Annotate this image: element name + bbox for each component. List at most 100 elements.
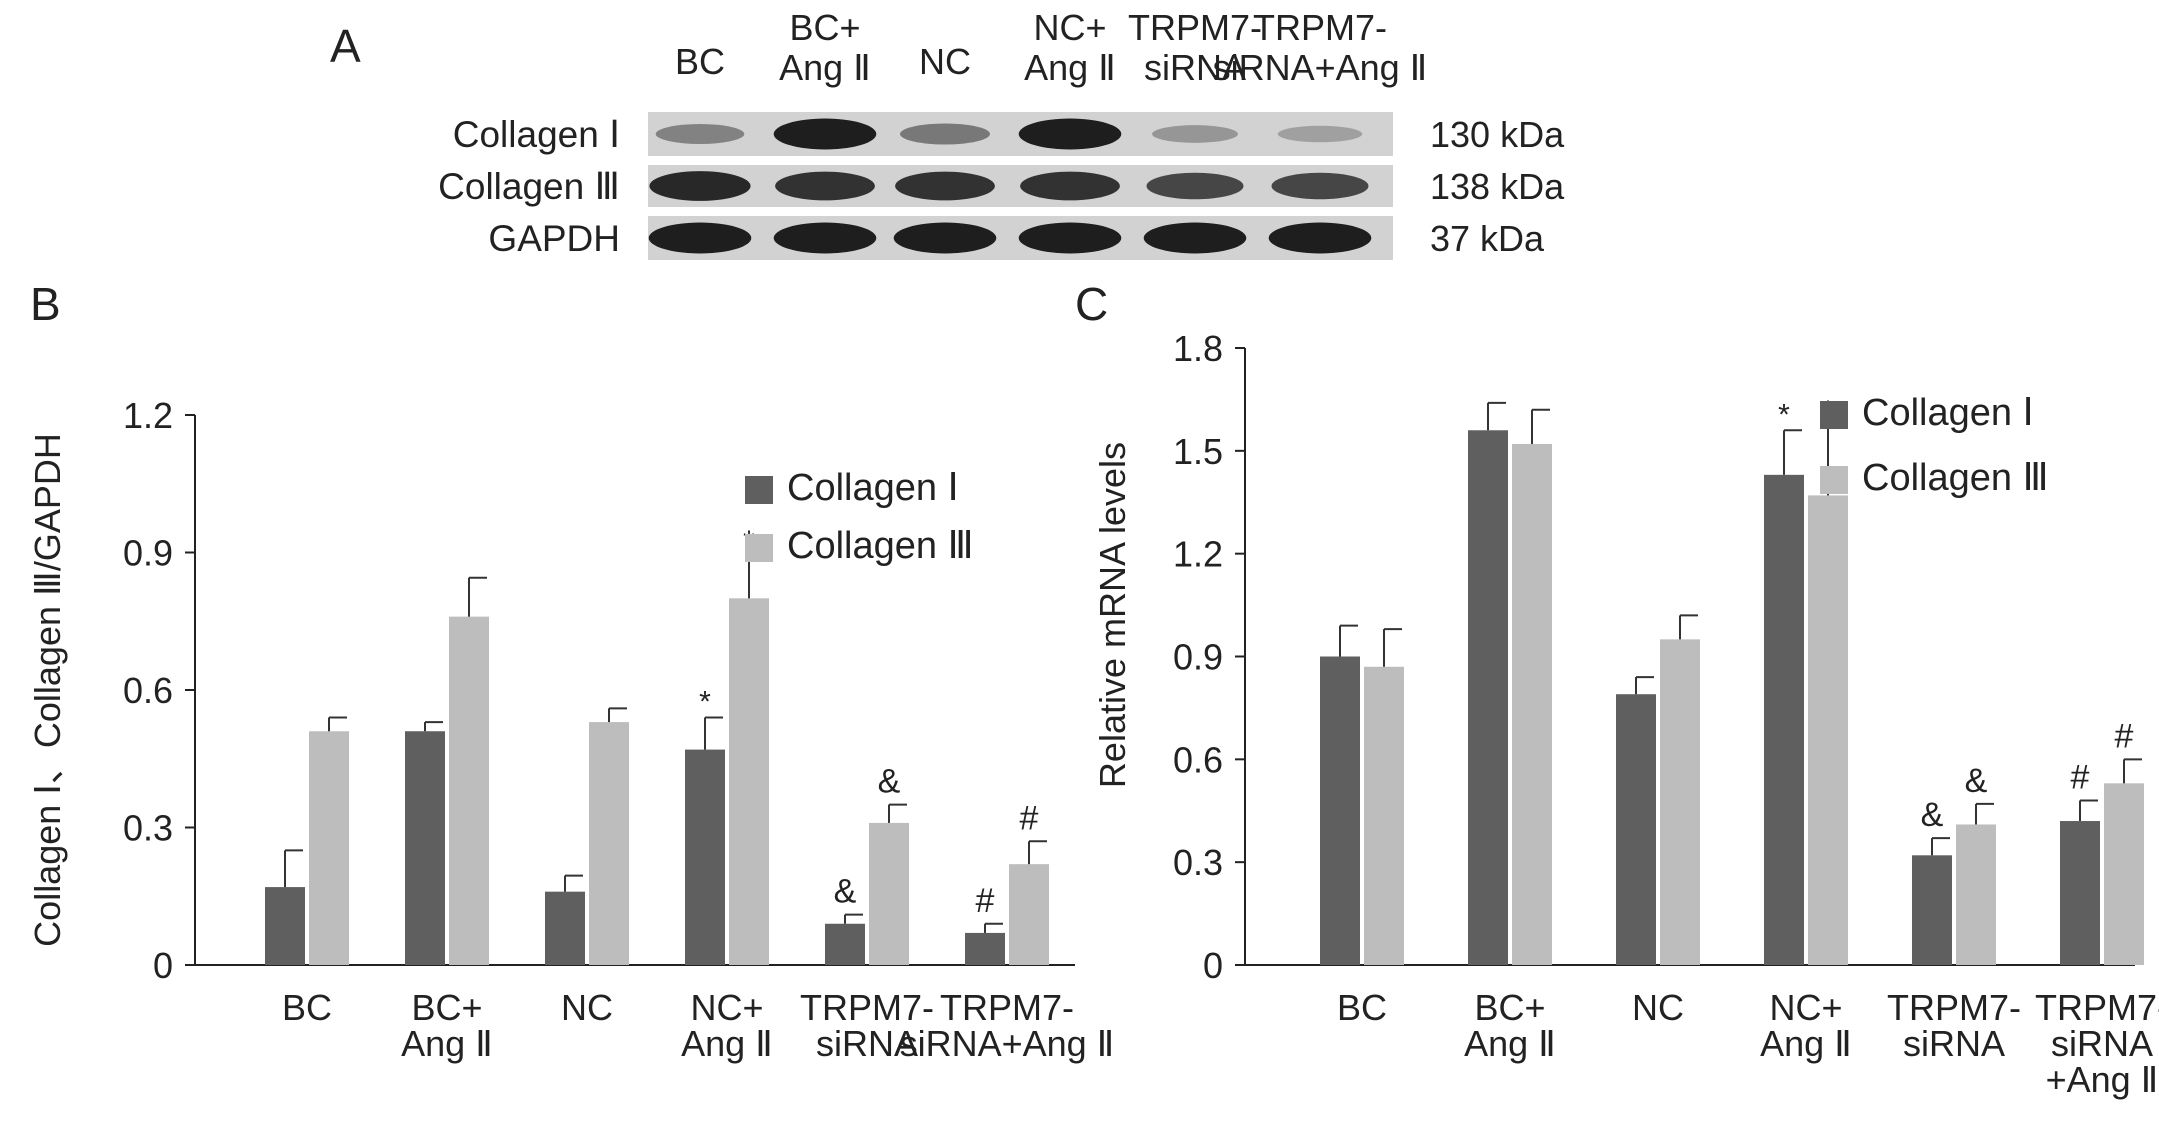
x-tick-label: BC <box>1337 987 1387 1028</box>
bar <box>309 731 349 965</box>
significance-mark: & <box>834 873 857 911</box>
legend-label: Collagen Ⅲ <box>1862 457 2049 499</box>
bar <box>1660 639 1700 965</box>
x-tick-label: siRNA <box>816 1023 918 1064</box>
band <box>893 222 997 254</box>
y-tick-label: 0.3 <box>123 808 173 849</box>
x-tick-label: TRPM7- <box>800 987 934 1028</box>
x-tick-label: Ang Ⅱ <box>1464 1023 1556 1064</box>
panel-a-letter: A <box>330 20 361 72</box>
bar <box>1764 474 1804 965</box>
bar <box>1512 443 1552 965</box>
band <box>1018 222 1122 254</box>
legend-swatch <box>1820 466 1848 494</box>
x-tick-label: BC <box>282 987 332 1028</box>
blot-label: GAPDH <box>488 218 620 259</box>
bar <box>589 722 629 965</box>
y-tick-label: 0.9 <box>123 533 173 574</box>
lane-label: Ang Ⅱ <box>1024 47 1116 88</box>
lane-label: TRPM7- <box>1253 7 1387 48</box>
bar <box>1364 666 1404 965</box>
significance-mark: * <box>1778 398 1790 431</box>
bar <box>685 749 725 965</box>
y-tick-label: 1.8 <box>1173 328 1223 369</box>
y-tick-label: 0.3 <box>1173 842 1223 883</box>
band <box>1020 171 1120 201</box>
significance-mark: & <box>1965 762 1988 800</box>
bar <box>1616 694 1656 965</box>
legend-swatch <box>745 534 773 562</box>
y-tick-label: 1.2 <box>123 395 173 436</box>
bar <box>729 598 769 965</box>
x-tick-label: TRPM7- <box>1887 987 2021 1028</box>
band <box>775 171 875 201</box>
significance-mark: # <box>976 882 995 920</box>
bar <box>825 923 865 965</box>
x-tick-label: NC+ <box>1769 987 1842 1028</box>
significance-mark: # <box>2115 717 2134 755</box>
y-tick-label: 0 <box>153 945 173 986</box>
x-tick-label: TRPM7- <box>2035 987 2159 1028</box>
bar <box>405 731 445 965</box>
legend-swatch <box>1820 401 1848 429</box>
lane-label: siRNA <box>1144 47 1246 88</box>
bar <box>449 616 489 965</box>
bar <box>1912 855 1952 965</box>
band <box>648 222 752 254</box>
band <box>649 171 751 201</box>
band <box>1268 222 1372 254</box>
band <box>1277 125 1363 143</box>
lane-label: siRNA+Ang Ⅱ <box>1213 47 1428 88</box>
band <box>655 124 745 144</box>
significance-mark: & <box>1921 796 1944 834</box>
bar <box>1956 824 1996 965</box>
x-tick-label: siRNA+Ang Ⅱ <box>900 1023 1115 1064</box>
band <box>1152 125 1238 143</box>
molecular-weight-label: 37 kDa <box>1430 218 1545 259</box>
x-tick-label: siRNA <box>1903 1023 2005 1064</box>
y-tick-label: 1.5 <box>1173 431 1223 472</box>
bar <box>869 822 909 965</box>
y-tick-label: 1.2 <box>1173 534 1223 575</box>
lane-label: BC <box>675 41 725 82</box>
x-tick-label: BC+ <box>411 987 482 1028</box>
blot-row: GAPDH 37 kDa <box>488 216 1545 260</box>
x-tick-label: Ang Ⅱ <box>681 1023 773 1064</box>
significance-mark: # <box>1020 799 1039 837</box>
significance-mark: * <box>699 686 711 719</box>
bar <box>1320 656 1360 965</box>
blot-label: Collagen Ⅲ <box>438 166 620 207</box>
blot-row: Collagen Ⅰ 130 kDa <box>453 112 1565 156</box>
x-tick-label: NC+ <box>690 987 763 1028</box>
bar <box>1468 430 1508 965</box>
band <box>1018 118 1122 150</box>
blot-row: Collagen Ⅲ 138 kDa <box>438 165 1565 207</box>
significance-mark: # <box>2071 758 2090 796</box>
bar <box>265 887 305 965</box>
y-axis-label: Relative mRNA levels <box>1092 442 1133 788</box>
significance-mark: & <box>878 763 901 801</box>
legend-label: Collagen Ⅰ <box>787 467 959 509</box>
lane-label: NC <box>919 41 971 82</box>
y-tick-label: 0.6 <box>1173 739 1223 780</box>
molecular-weight-label: 138 kDa <box>1430 166 1565 207</box>
panel-letter: B <box>30 278 61 330</box>
band <box>900 123 990 145</box>
bar <box>545 891 585 965</box>
blot-rows: Collagen Ⅰ 130 kDa Collagen Ⅲ 138 kDa GAPDH 3… <box>438 112 1565 260</box>
x-tick-label: Ang Ⅱ <box>1760 1023 1852 1064</box>
y-tick-label: 0 <box>1203 945 1223 986</box>
y-tick-label: 0.6 <box>123 670 173 711</box>
bar <box>2060 821 2100 965</box>
bar <box>1009 864 1049 965</box>
lane-label: Ang Ⅱ <box>779 47 871 88</box>
legend-swatch <box>745 476 773 504</box>
lane-label: BC+ <box>789 7 860 48</box>
blot-label: Collagen Ⅰ <box>453 114 620 155</box>
x-tick-label: Ang Ⅱ <box>401 1023 493 1064</box>
